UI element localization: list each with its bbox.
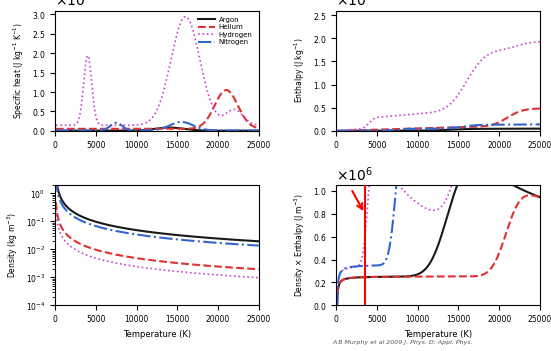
Helium <box>174 127 180 131</box>
Y-axis label: Density (kg m$^{-3}$): Density (kg m$^{-3}$) <box>6 212 20 278</box>
Hydrogen <box>163 81 169 85</box>
Hydrogen <box>150 114 157 118</box>
Argon <box>219 128 226 133</box>
Hydrogen <box>251 122 258 126</box>
Argon <box>52 128 59 133</box>
Hydrogen <box>256 123 262 127</box>
Line: Argon: Argon <box>56 127 259 131</box>
Helium <box>150 127 157 131</box>
Argon <box>149 127 155 131</box>
Helium <box>223 88 230 92</box>
Helium <box>251 125 258 129</box>
Line: Hydrogen: Hydrogen <box>56 16 259 125</box>
Nitrogen <box>179 120 185 124</box>
Y-axis label: Density $\times$ Enthalpy (J m$^{-3}$): Density $\times$ Enthalpy (J m$^{-3}$) <box>293 193 307 297</box>
Argon <box>256 128 262 133</box>
Argon <box>174 126 180 130</box>
Nitrogen <box>174 120 180 125</box>
X-axis label: Temperature (K): Temperature (K) <box>123 330 191 339</box>
Hydrogen <box>52 123 59 127</box>
Argon <box>166 125 172 130</box>
Helium <box>52 127 59 131</box>
Nitrogen <box>256 128 262 133</box>
Nitrogen <box>163 125 169 129</box>
Y-axis label: Specific heat (J kg$^{-1}$ K$^{-1}$): Specific heat (J kg$^{-1}$ K$^{-1}$) <box>12 22 26 119</box>
Argon <box>150 127 157 131</box>
Argon <box>163 126 169 130</box>
Hydrogen <box>174 33 180 37</box>
Nitrogen <box>150 128 157 132</box>
Line: Nitrogen: Nitrogen <box>56 122 259 131</box>
Line: Helium: Helium <box>56 90 259 129</box>
Nitrogen <box>251 128 258 133</box>
Nitrogen <box>149 128 155 132</box>
Nitrogen <box>219 128 226 133</box>
Hydrogen <box>149 115 155 120</box>
Argon <box>251 128 258 133</box>
Hydrogen <box>219 113 226 117</box>
Nitrogen <box>52 128 59 133</box>
Legend: Argon, Helium, Hydrogen, Nitrogen: Argon, Helium, Hydrogen, Nitrogen <box>195 14 255 48</box>
Y-axis label: Enthalpy (J kg$^{-1}$): Enthalpy (J kg$^{-1}$) <box>293 38 307 104</box>
X-axis label: Temperature (K): Temperature (K) <box>404 330 472 339</box>
Helium <box>256 126 262 130</box>
Helium <box>219 90 225 94</box>
Helium <box>149 127 155 131</box>
Text: A B Murphy et al 2009 J. Phys. D: Appl. Phys.: A B Murphy et al 2009 J. Phys. D: Appl. … <box>332 340 473 345</box>
Helium <box>163 127 169 131</box>
Hydrogen <box>182 14 189 19</box>
